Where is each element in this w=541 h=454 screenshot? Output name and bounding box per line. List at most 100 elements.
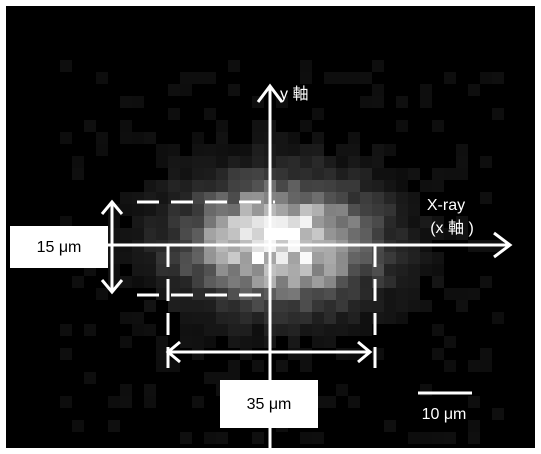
pixel (300, 216, 312, 228)
pixel (408, 192, 420, 204)
pixel (144, 204, 156, 216)
pixel (156, 204, 168, 216)
pixel (312, 108, 324, 120)
pixel (348, 156, 360, 168)
pixel (252, 132, 264, 144)
pixel (360, 264, 372, 276)
pixel (84, 372, 96, 384)
pixel (348, 276, 360, 288)
pixel (252, 300, 264, 312)
pixel (312, 168, 324, 180)
pixel (144, 384, 156, 396)
pixel (204, 372, 216, 384)
pixel (108, 216, 120, 228)
pixel (192, 192, 204, 204)
pixel (216, 264, 228, 276)
pixel (408, 216, 420, 228)
pixel (396, 180, 408, 192)
pixel (60, 396, 72, 408)
pixel (456, 144, 468, 156)
pixel (300, 324, 312, 336)
pixel (228, 300, 240, 312)
x-axis-label: (x 軸 ) (430, 219, 474, 237)
pixel (360, 228, 372, 240)
pixel (336, 384, 348, 396)
pixel (300, 312, 312, 324)
pixel (180, 336, 192, 348)
width-label: 35 μm (247, 396, 292, 413)
pixel (384, 204, 396, 216)
pixel (60, 132, 72, 144)
pixel (276, 252, 288, 264)
pixel (432, 348, 444, 360)
pixel (84, 324, 96, 336)
pixel (396, 312, 408, 324)
pixel (192, 288, 204, 300)
pixel (288, 324, 300, 336)
pixel (216, 300, 228, 312)
pixel (252, 120, 264, 132)
pixel (300, 432, 312, 444)
pixel (144, 324, 156, 336)
pixel (324, 276, 336, 288)
pixel (192, 252, 204, 264)
pixel (228, 252, 240, 264)
pixel (192, 204, 204, 216)
pixel (108, 252, 120, 264)
pixel (336, 300, 348, 312)
pixel (240, 348, 252, 360)
pixel (288, 336, 300, 348)
pixel (156, 348, 168, 360)
pixel (384, 180, 396, 192)
pixel (468, 288, 480, 300)
pixel (228, 180, 240, 192)
pixel (360, 96, 372, 108)
pixel (216, 156, 228, 168)
pixel (180, 216, 192, 228)
pixel (288, 312, 300, 324)
pixel (180, 156, 192, 168)
pixel (252, 432, 264, 444)
pixel (288, 144, 300, 156)
pixel (216, 432, 228, 444)
pixel (444, 360, 456, 372)
pixel (204, 300, 216, 312)
pixel (408, 168, 420, 180)
pixel (348, 180, 360, 192)
pixel (480, 276, 492, 288)
pixel (384, 144, 396, 156)
pixel (324, 252, 336, 264)
pixel (336, 180, 348, 192)
x-axis-label: X-ray (427, 197, 465, 214)
pixel (300, 300, 312, 312)
pixel (288, 156, 300, 168)
pixel (480, 348, 492, 360)
pixel (192, 168, 204, 180)
pixel (300, 60, 312, 72)
pixel (72, 156, 84, 168)
pixel (252, 336, 264, 348)
pixel (336, 156, 348, 168)
pixel (288, 300, 300, 312)
pixel (192, 180, 204, 192)
pixel (180, 324, 192, 336)
pixel (72, 168, 84, 180)
pixel (216, 168, 228, 180)
pixel (336, 72, 348, 84)
pixel (336, 348, 348, 360)
pixel (348, 324, 360, 336)
pixel (312, 264, 324, 276)
pixel (204, 108, 216, 120)
pixel (168, 204, 180, 216)
pixel (288, 216, 300, 228)
pixel (276, 360, 288, 372)
pixel (72, 420, 84, 432)
pixel (180, 72, 192, 84)
pixel (108, 396, 120, 408)
pixel (312, 312, 324, 324)
pixel (156, 216, 168, 228)
pixel (132, 132, 144, 144)
pixel (300, 204, 312, 216)
pixel (300, 120, 312, 132)
pixel (216, 132, 228, 144)
